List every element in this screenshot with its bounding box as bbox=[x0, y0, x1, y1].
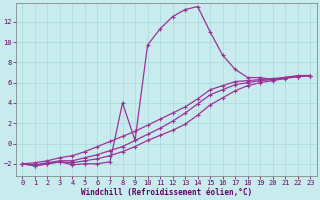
X-axis label: Windchill (Refroidissement éolien,°C): Windchill (Refroidissement éolien,°C) bbox=[81, 188, 252, 197]
